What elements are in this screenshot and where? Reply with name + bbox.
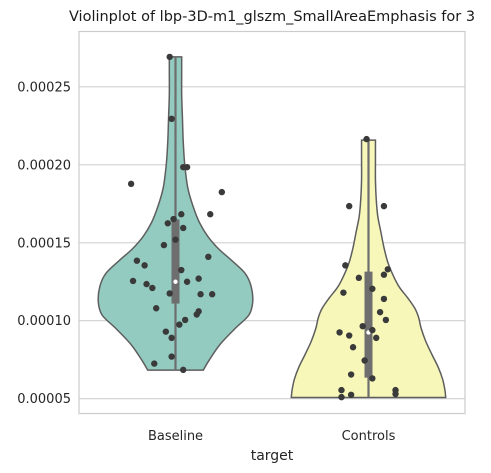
- data-point: [347, 371, 355, 378]
- data-point: [363, 135, 370, 143]
- data-point: [143, 280, 150, 288]
- plot-frame: [78, 30, 466, 415]
- data-point: [346, 202, 353, 210]
- y-tick-label: 0.00015: [17, 236, 71, 251]
- data-point: [181, 316, 189, 324]
- data-point: [166, 53, 173, 61]
- data-point: [218, 188, 226, 196]
- x-tick-labels: Baseline Controls: [148, 429, 396, 444]
- data-point: [380, 271, 388, 278]
- data-point: [149, 284, 156, 292]
- data-point: [183, 278, 191, 285]
- data-point: [141, 262, 148, 269]
- y-tick-label: 0.00020: [17, 158, 71, 173]
- violins: [97, 56, 447, 399]
- data-point: [129, 277, 137, 285]
- x-axis-label: target: [251, 448, 294, 464]
- data-point: [361, 357, 368, 364]
- y-tick-label: 0.00010: [17, 314, 71, 329]
- data-point: [162, 328, 170, 335]
- data-point: [338, 386, 345, 394]
- y-tick-label: 0.00025: [17, 80, 71, 95]
- data-point: [376, 308, 384, 316]
- data-point: [205, 253, 212, 261]
- data-point: [168, 353, 175, 360]
- data-point: [380, 202, 388, 210]
- chart-title: Violinplot of lbp-3D-m1_glszm_SmallAreaE…: [69, 9, 475, 25]
- data-point: [208, 291, 216, 298]
- data-point: [178, 266, 185, 274]
- data-point: [195, 275, 202, 282]
- data-point: [384, 266, 391, 273]
- data-point: [207, 211, 214, 218]
- data-point: [347, 391, 355, 398]
- median-marker: [173, 279, 178, 284]
- data-point: [336, 329, 343, 336]
- iqr-box: [364, 271, 373, 378]
- data-point: [180, 366, 187, 374]
- iqr-box: [171, 219, 180, 304]
- x-tick-label: Controls: [342, 429, 396, 444]
- y-tick-labels: 0.00005 0.00010 0.00015 0.00020 0.00025: [17, 80, 71, 407]
- data-point: [178, 211, 185, 218]
- data-point: [153, 305, 160, 312]
- data-point: [369, 326, 376, 334]
- data-point: [183, 163, 191, 171]
- data-point: [197, 291, 204, 298]
- data-point: [168, 334, 175, 342]
- y-tick-label: 0.00005: [17, 392, 71, 407]
- data-point: [133, 257, 141, 264]
- data-point: [176, 321, 183, 328]
- data-point: [170, 215, 177, 223]
- data-point: [359, 322, 366, 330]
- data-point: [342, 262, 349, 269]
- data-point: [172, 236, 179, 243]
- data-point: [373, 334, 380, 342]
- data-point: [380, 295, 388, 303]
- data-point: [193, 311, 200, 318]
- data-point: [392, 390, 399, 398]
- box-plots: [171, 56, 373, 398]
- data-point: [346, 332, 353, 339]
- data-point: [180, 224, 187, 232]
- data-point: [369, 375, 376, 382]
- data-point: [166, 290, 173, 297]
- data-points: [127, 53, 399, 401]
- data-point: [369, 285, 376, 292]
- data-point: [355, 274, 363, 282]
- data-point: [164, 220, 171, 227]
- x-tick-label: Baseline: [148, 429, 203, 444]
- data-point: [349, 344, 357, 351]
- data-point: [151, 360, 158, 367]
- data-point: [127, 180, 135, 188]
- data-point: [340, 289, 347, 296]
- data-point: [168, 115, 175, 123]
- data-point: [160, 241, 168, 249]
- data-point: [338, 393, 345, 401]
- data-point: [382, 316, 390, 324]
